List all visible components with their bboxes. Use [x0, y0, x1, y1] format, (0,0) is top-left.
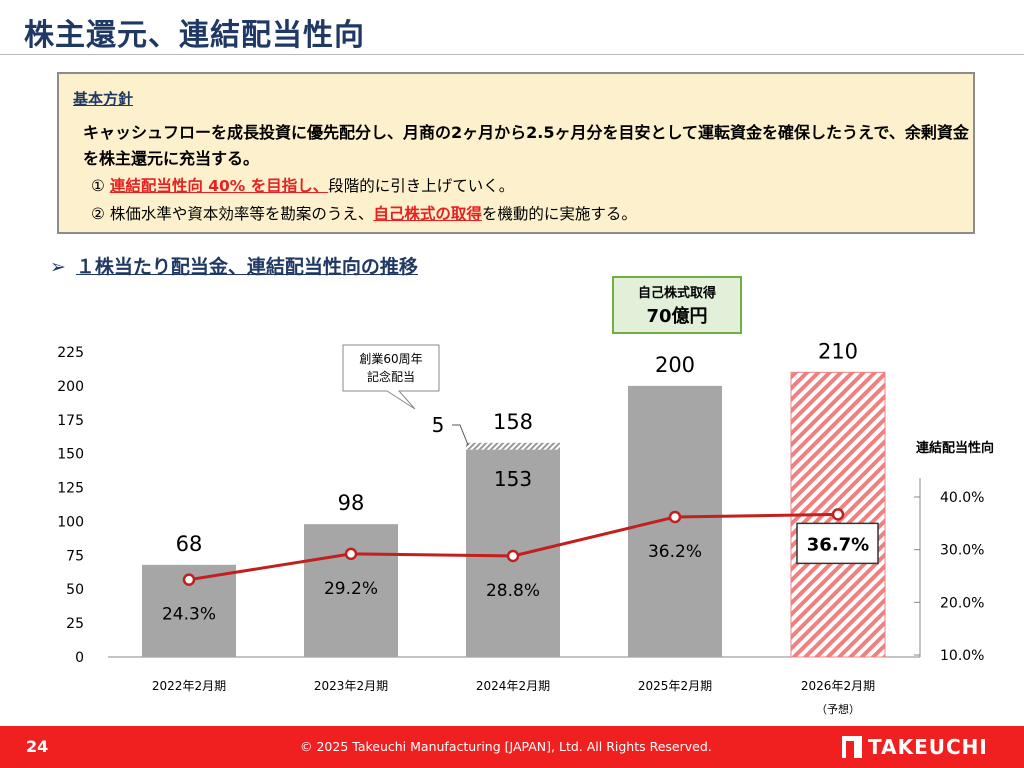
- x-tick-label: 2026年2月期: [801, 679, 875, 693]
- payout-ratio-label: 24.3%: [162, 605, 216, 625]
- payout-ratio-label: 28.8%: [486, 581, 540, 601]
- section-title-text: １株当たり配当金、連結配当性向の推移: [75, 256, 418, 278]
- commemorative-bar: [466, 442, 560, 450]
- payout-ratio-label: 36.7%: [807, 534, 869, 555]
- buyback-label: 自己株式取得: [638, 285, 716, 301]
- forecast-note: （予想）: [816, 702, 860, 716]
- y-tick-label: 25: [66, 616, 84, 632]
- callout-line1: 創業60周年: [359, 352, 422, 366]
- payout-ratio-point: [668, 510, 682, 524]
- page-number: 24: [26, 737, 49, 756]
- callout-line2: 記念配当: [367, 369, 415, 384]
- bar-value-label: 200: [655, 353, 695, 377]
- y-tick-label: 125: [57, 481, 84, 497]
- y-tick-label: 225: [57, 345, 84, 361]
- payout-ratio-label: 29.2%: [324, 579, 378, 599]
- buyback-amount: 70億円: [646, 305, 707, 327]
- y2-tick-label: 30.0%: [940, 543, 984, 559]
- y-tick-label: 50: [66, 582, 84, 598]
- buyback-box: [612, 276, 742, 334]
- y-tick-label: 175: [57, 413, 84, 429]
- y2-axis-title: 連結配当性向: [916, 440, 994, 456]
- item-text: 株価水準や資本効率等を勘案のうえ、: [109, 205, 374, 223]
- bar-value-label: 210: [818, 339, 858, 363]
- policy-box: 基本方針 キャッシュフローを成長投資に優先配分し、月商の2ヶ月から2.5ヶ月分を…: [57, 72, 975, 234]
- payout-ratio-point: [182, 573, 196, 586]
- x-tick-label: 2025年2月期: [638, 679, 712, 693]
- policy-main: キャッシュフローを成長投資に優先配分し、月商の2ヶ月から2.5ヶ月分を目安として…: [83, 123, 969, 168]
- y-tick-label: 75: [66, 548, 84, 564]
- policy-heading: 基本方針: [73, 90, 134, 108]
- arrow-bullet-icon: ➢: [50, 256, 66, 278]
- x-tick-label: 2024年2月期: [476, 679, 550, 693]
- policy-item-2: ② 株価水準や資本効率等を勘案のうえ、自己株式の取得を機動的に実施する。: [91, 202, 637, 224]
- footer: 24 © 2025 Takeuchi Manufacturing [JAPAN]…: [0, 726, 1024, 768]
- dividend-bar: [304, 524, 398, 657]
- page-title: 株主還元、連結配当性向: [24, 18, 365, 53]
- item-highlight: 自己株式の取得: [373, 205, 482, 223]
- bar-value-label: 158: [493, 410, 533, 434]
- x-tick-label: 2023年2月期: [314, 679, 388, 693]
- item-highlight: 連結配当性向 40% を目指し、: [109, 177, 329, 195]
- dividend-chart: 0 25 50 75 100 125 150 175 200 225 10.0% 20.0% 30.0%…: [57, 276, 994, 716]
- bar-value-label: 98: [338, 491, 365, 515]
- item-number: ①: [91, 177, 105, 195]
- bar-inner-label: 153: [494, 467, 532, 491]
- payout-ratio-label: 36.2%: [648, 542, 702, 562]
- title-divider: [0, 54, 1024, 55]
- forecast-label-box: [796, 522, 879, 565]
- bar-value-label: 68: [176, 532, 203, 556]
- payout-ratio-point: [831, 508, 845, 521]
- commemorative-label: 5: [432, 413, 445, 437]
- y-tick-label: 100: [57, 514, 84, 530]
- anniversary-callout: [342, 344, 440, 410]
- y-tick-label: 0: [75, 650, 84, 666]
- item-number: ②: [91, 205, 105, 223]
- takeuchi-logo: TAKEUCHI: [842, 735, 988, 759]
- y2-tick-label: 10.0%: [940, 648, 984, 664]
- y-tick-label: 200: [57, 379, 84, 395]
- logo-mark-icon: [842, 736, 862, 758]
- section-title: ➢ １株当たり配当金、連結配当性向の推移: [50, 252, 418, 279]
- leader-line: [452, 424, 469, 446]
- item-text: を機動的に実施する。: [481, 205, 637, 223]
- item-text: 段階的に引き上げていく。: [328, 177, 515, 195]
- y2-tick-label: 40.0%: [940, 490, 984, 506]
- logo-text: TAKEUCHI: [868, 735, 988, 759]
- policy-item-1: ① 連結配当性向 40% を目指し、段階的に引き上げていく。: [91, 174, 514, 196]
- x-tick-label: 2022年2月期: [152, 679, 226, 693]
- payout-ratio-point: [344, 547, 358, 561]
- copyright: © 2025 Takeuchi Manufacturing [JAPAN], L…: [300, 739, 712, 754]
- y2-tick-label: 20.0%: [940, 595, 984, 611]
- payout-ratio-point: [506, 549, 520, 563]
- y-tick-label: 150: [57, 447, 84, 463]
